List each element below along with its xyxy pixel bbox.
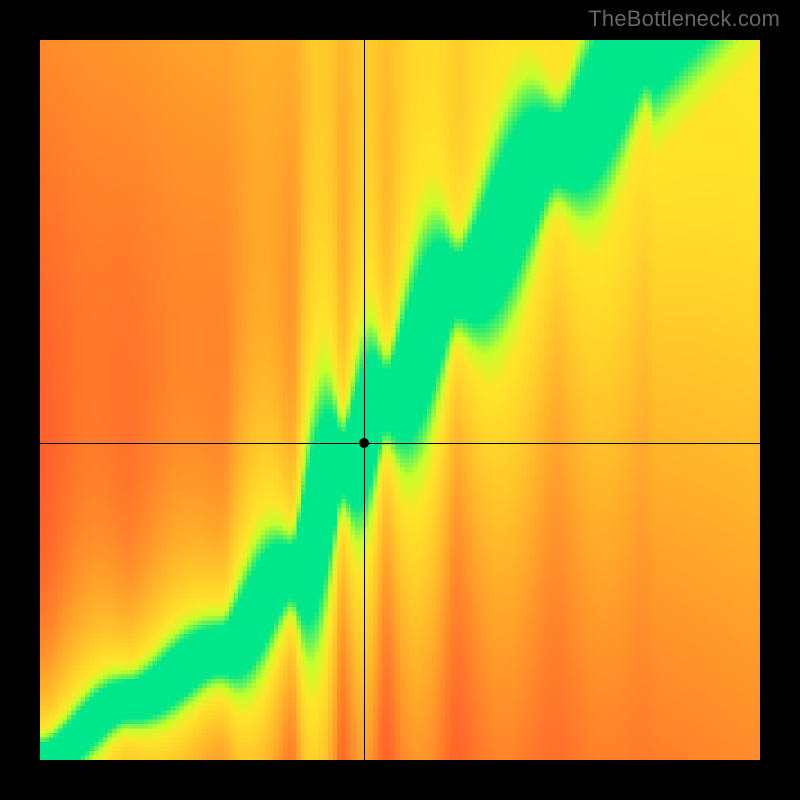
data-point — [359, 438, 369, 448]
chart-container: TheBottleneck.com — [0, 0, 800, 800]
crosshair-horizontal — [40, 443, 760, 444]
watermark-text: TheBottleneck.com — [588, 6, 780, 32]
plot-area — [40, 40, 760, 760]
heatmap-canvas — [40, 40, 760, 760]
crosshair-vertical — [364, 40, 365, 760]
